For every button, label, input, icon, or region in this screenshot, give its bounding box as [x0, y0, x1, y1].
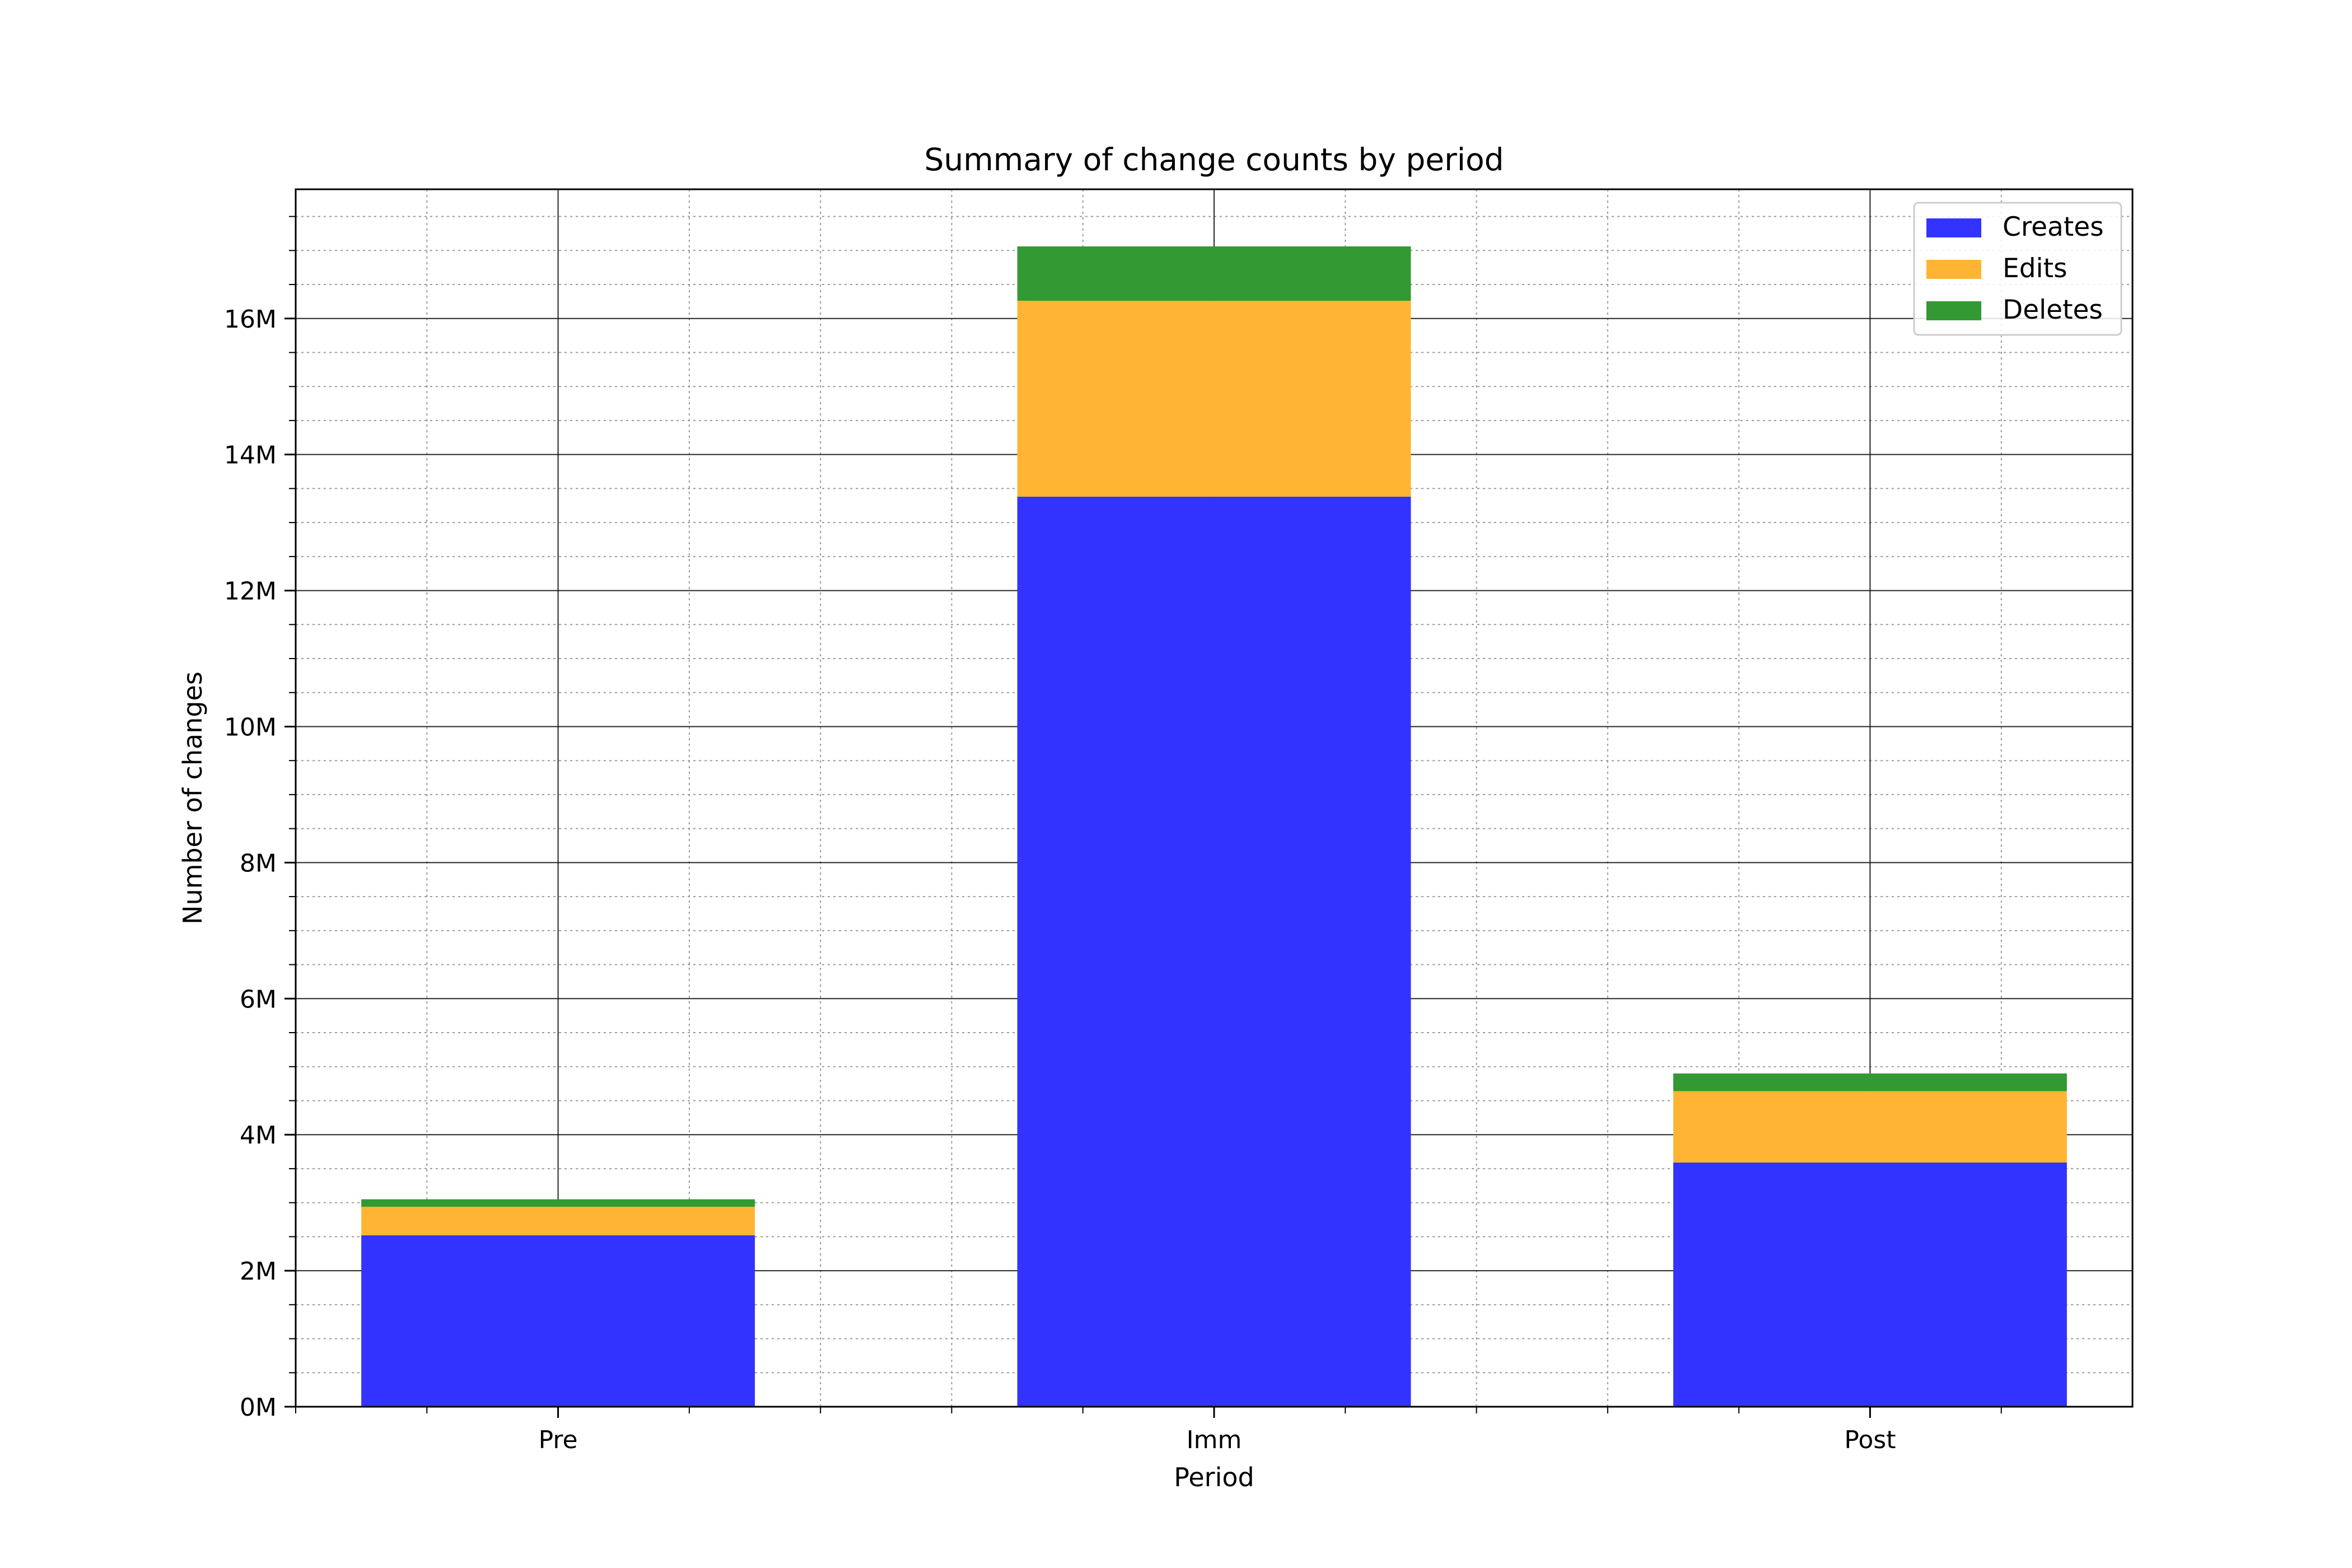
y-tick-label: 14M [224, 441, 277, 470]
bar-creates-imm [1017, 496, 1411, 1407]
legend-label-creates: Creates [2003, 212, 2104, 242]
legend-swatch-edits [1926, 260, 1981, 279]
legend-swatch-creates [1926, 218, 1981, 237]
y-tick-label: 4M [240, 1121, 277, 1150]
x-tick-label: Post [1844, 1426, 1896, 1454]
bar-edits-imm [1017, 301, 1411, 497]
legend-label-deletes: Deletes [2003, 295, 2103, 325]
bar-edits-post [1673, 1091, 2067, 1163]
x-tick-label: Pre [539, 1426, 578, 1454]
y-axis-title: Number of changes [178, 671, 208, 925]
plot-frame [295, 188, 2134, 1408]
bar-edits-pre [361, 1206, 755, 1235]
legend-swatch-deletes [1926, 301, 1981, 320]
bar-deletes-pre [361, 1199, 755, 1207]
x-tick-label: Imm [1187, 1426, 1242, 1454]
bar-deletes-post [1673, 1073, 2067, 1091]
legend-label-edits: Edits [2003, 253, 2068, 284]
bar-deletes-imm [1017, 246, 1411, 301]
y-tick-label: 8M [240, 849, 277, 878]
bar-creates-pre [361, 1235, 755, 1407]
legend: Creates Edits Deletes [1913, 202, 2122, 336]
x-axis-title: Period [1174, 1462, 1254, 1492]
chart-title: Summary of change counts by period [924, 142, 1504, 178]
y-tick-label: 16M [224, 305, 277, 334]
y-tick-label: 12M [224, 577, 277, 606]
y-tick-label: 10M [224, 713, 277, 741]
bar-creates-post [1673, 1162, 2067, 1407]
y-tick-label: 6M [240, 985, 277, 1014]
y-tick-label: 2M [240, 1257, 277, 1286]
y-tick-label: 0M [240, 1393, 277, 1422]
